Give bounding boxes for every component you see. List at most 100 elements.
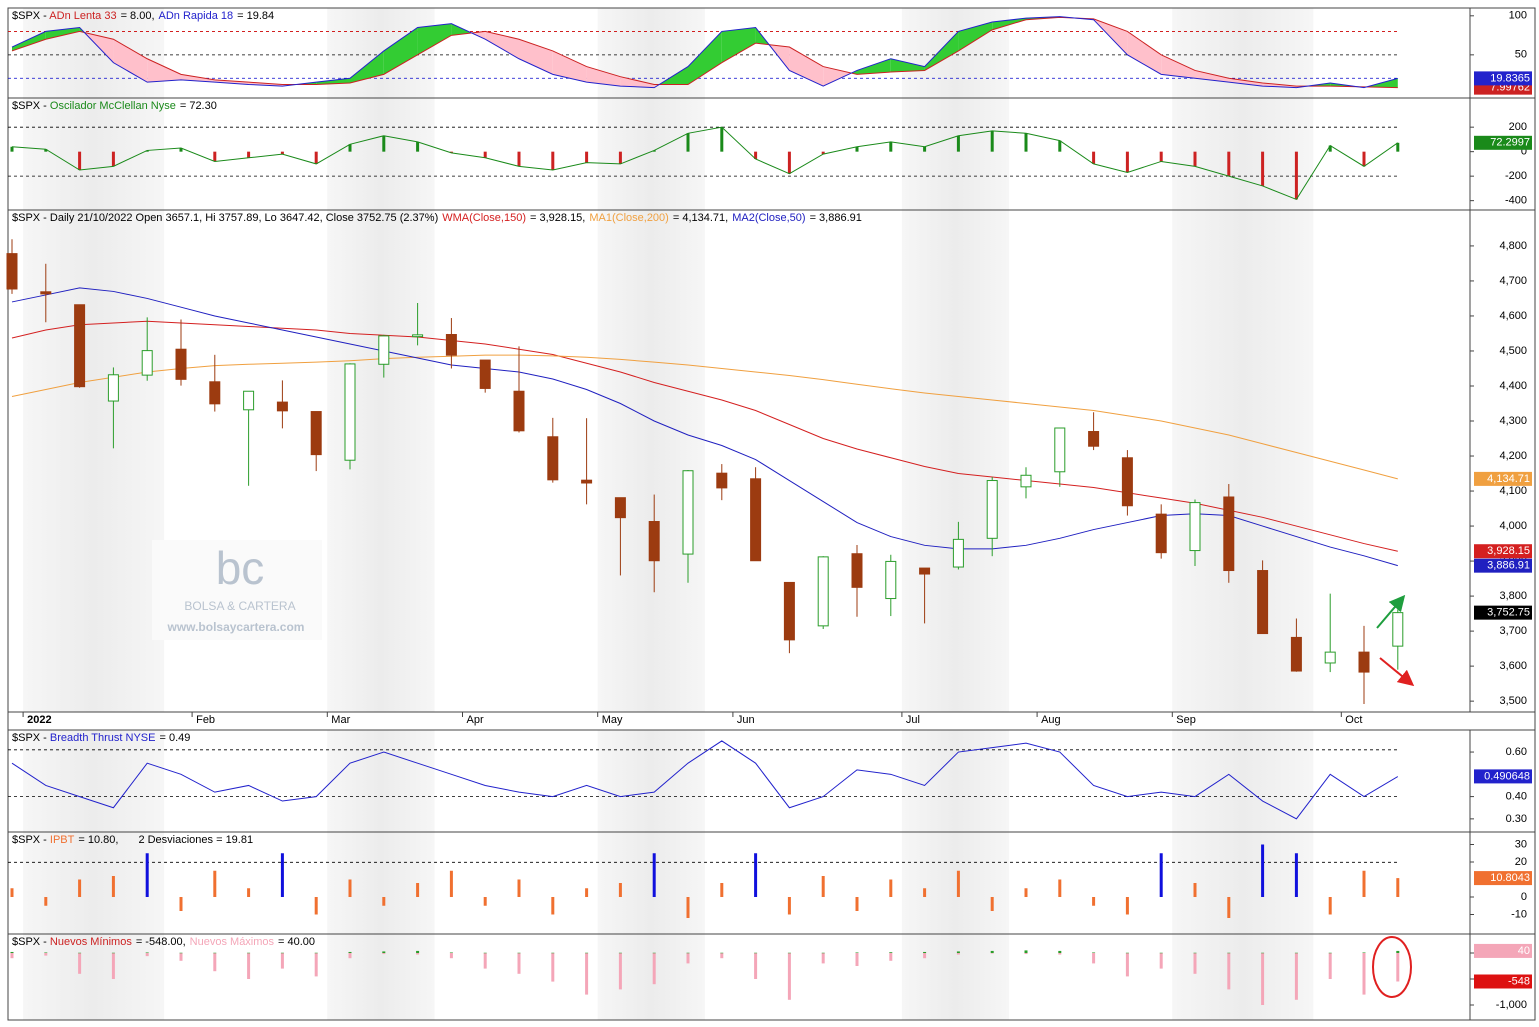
series-line bbox=[11, 287, 1398, 567]
area-fill bbox=[214, 79, 249, 85]
title-prefix: $SPX - bbox=[12, 100, 50, 112]
y-tick-label: 0.30 bbox=[1506, 813, 1527, 825]
bar bbox=[1328, 145, 1332, 152]
bar bbox=[821, 953, 825, 964]
bar bbox=[44, 897, 48, 906]
bar bbox=[1227, 151, 1231, 177]
title-prefix: $SPX - Daily 21/10/2022 Open 3657.1, Hi … bbox=[12, 212, 438, 224]
candle-body bbox=[513, 390, 525, 432]
bar bbox=[1294, 151, 1298, 200]
month-shade bbox=[597, 832, 705, 934]
month-shade bbox=[1172, 98, 1314, 210]
month-shade bbox=[327, 210, 435, 712]
y-tick-label: 0.40 bbox=[1506, 790, 1527, 802]
background bbox=[7, 7, 1536, 1021]
legend-value: = -548.00, bbox=[136, 936, 186, 948]
bar bbox=[1227, 953, 1231, 990]
bar bbox=[10, 146, 14, 152]
bar bbox=[1328, 897, 1332, 915]
panel-title: $SPX - ADn Lenta 33 = 8.00, ADn Rapida 18 =… bbox=[12, 10, 274, 22]
bar bbox=[348, 953, 352, 959]
candle-body bbox=[310, 411, 322, 456]
bar bbox=[145, 853, 149, 897]
x-tick-label: Oct bbox=[1345, 714, 1362, 726]
series-line bbox=[11, 740, 1399, 820]
candle-body bbox=[682, 470, 694, 555]
end-tag bbox=[1474, 974, 1532, 989]
bar bbox=[416, 883, 420, 897]
month-shade bbox=[1172, 8, 1314, 98]
bar bbox=[280, 953, 284, 969]
bar bbox=[720, 883, 724, 897]
area-fill bbox=[12, 31, 46, 51]
y-tick-label: 3,700 bbox=[1499, 625, 1527, 637]
bar bbox=[1261, 151, 1265, 186]
bar bbox=[517, 879, 521, 897]
end-tag-label: 3,886.91 bbox=[1487, 560, 1530, 572]
area-fill bbox=[451, 23, 472, 36]
bar bbox=[1328, 953, 1332, 980]
legend-name: IPBT bbox=[50, 834, 75, 846]
bar bbox=[1227, 952, 1231, 954]
bar bbox=[1159, 151, 1163, 162]
bar bbox=[314, 952, 318, 954]
bar bbox=[78, 151, 82, 171]
end-tag-label: 19.8365 bbox=[1490, 72, 1530, 84]
bar bbox=[483, 953, 487, 969]
legend-value: = 3,886.91 bbox=[810, 212, 862, 224]
bar bbox=[382, 951, 386, 954]
bar bbox=[78, 953, 82, 974]
bar bbox=[280, 151, 284, 155]
legend-name: MA2(Close,50) bbox=[732, 212, 805, 224]
bar bbox=[416, 950, 420, 954]
bar bbox=[889, 879, 893, 897]
y-tick-label: 0 bbox=[1521, 146, 1527, 158]
bar bbox=[618, 151, 622, 164]
end-tag bbox=[1474, 471, 1532, 486]
candle-body bbox=[750, 478, 762, 562]
bar bbox=[1024, 133, 1028, 152]
end-tag bbox=[1474, 558, 1532, 573]
bar bbox=[855, 952, 859, 954]
bar bbox=[956, 135, 960, 152]
bar bbox=[1294, 953, 1298, 1000]
bar bbox=[787, 952, 791, 954]
bar bbox=[179, 897, 183, 911]
end-tag-label: 0.490648 bbox=[1484, 770, 1530, 782]
end-tag-label: 40 bbox=[1518, 945, 1530, 957]
panel-title: $SPX - IPBT = 10.80, 2 Desviaciones = 19.8… bbox=[12, 834, 253, 846]
legend-name: ADn Rapida 18 bbox=[159, 10, 234, 22]
bar bbox=[956, 953, 960, 955]
bar bbox=[821, 876, 825, 897]
candle-body bbox=[1189, 502, 1201, 552]
bar bbox=[314, 953, 318, 977]
y-tick-label: 4,000 bbox=[1499, 520, 1527, 532]
end-tag-label: 10.8043 bbox=[1490, 872, 1530, 884]
bar bbox=[111, 953, 115, 980]
y-tick-label: 200 bbox=[1509, 121, 1527, 133]
area-fill bbox=[113, 39, 148, 83]
end-tag-label: 3,752.75 bbox=[1487, 607, 1530, 619]
area-fill bbox=[45, 27, 80, 40]
bar bbox=[247, 953, 251, 980]
candle-body bbox=[40, 291, 52, 295]
bar bbox=[1024, 888, 1028, 897]
y-tick-label: 4,300 bbox=[1499, 415, 1527, 427]
bar bbox=[956, 870, 960, 897]
y-tick-label: 0 bbox=[1521, 891, 1527, 903]
bar bbox=[1294, 952, 1298, 954]
bar bbox=[889, 141, 893, 152]
area-fill bbox=[789, 47, 824, 87]
bar bbox=[1294, 853, 1298, 897]
legend-value: = 40.00 bbox=[278, 936, 315, 948]
candle-body bbox=[1324, 651, 1336, 664]
bar bbox=[821, 952, 825, 954]
candle-body bbox=[716, 472, 728, 489]
candle-body bbox=[783, 581, 795, 641]
bar bbox=[145, 953, 149, 957]
bar bbox=[1396, 950, 1400, 954]
end-tag bbox=[1474, 871, 1532, 886]
bar bbox=[1125, 953, 1129, 977]
candle-body bbox=[378, 335, 390, 365]
